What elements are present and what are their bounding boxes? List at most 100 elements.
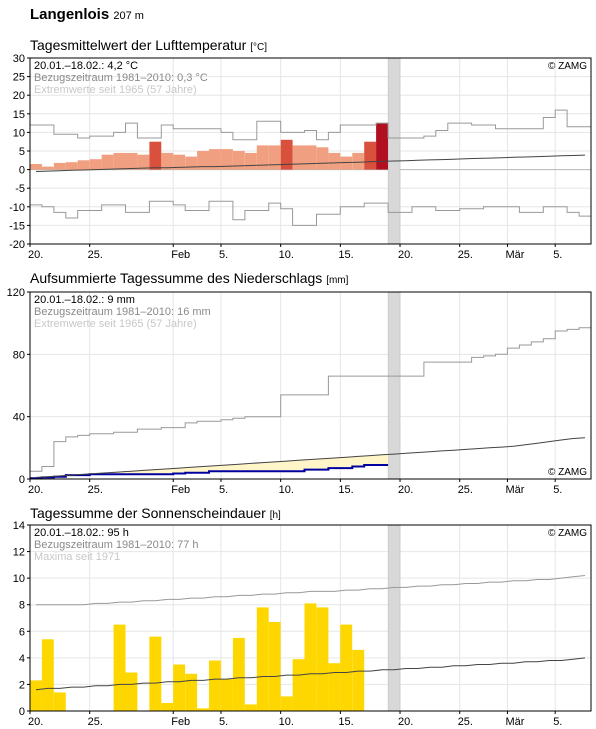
- temperature-bar: [328, 152, 341, 170]
- x-tick-label: 5.: [553, 484, 562, 496]
- temperature-bar: [268, 145, 281, 170]
- x-tick-label: Feb: [171, 249, 190, 261]
- temperature-bar: [256, 145, 269, 170]
- x-tick-label: 10.: [279, 716, 294, 728]
- temperature-bar: [292, 145, 305, 170]
- extreme-min-line: [30, 200, 591, 226]
- sunshine-bar: [328, 663, 341, 711]
- temperature-bar: [340, 156, 353, 170]
- temperature-bar: [185, 156, 198, 170]
- temperature-bar: [65, 162, 78, 170]
- chart-unit: [mm]: [326, 275, 349, 286]
- y-tick-label: 80: [13, 349, 25, 361]
- sunshine-bar: [30, 680, 42, 711]
- y-tick-label: 0: [19, 165, 25, 177]
- temperature-bar: [161, 152, 174, 170]
- period-summary: 20.01.–18.02.: 9 mm: [34, 294, 135, 306]
- chart-title-sunshine: Tagessumme der Sonnenscheindauer [h]: [30, 505, 281, 521]
- y-tick-label: -5: [15, 183, 25, 195]
- reference-line: [35, 657, 586, 691]
- temperature-bar: [232, 151, 245, 170]
- x-tick-label: Mär: [505, 484, 524, 496]
- y-tick-label: -15: [9, 220, 25, 232]
- extremes-summary: Maxima seit 1971: [34, 551, 120, 563]
- period-summary: 20.01.–18.02.: 95 h: [34, 527, 129, 539]
- x-tick-label: 25.: [458, 249, 473, 261]
- sunshine-bar: [340, 624, 353, 711]
- temperature-bar: [376, 123, 388, 170]
- x-tick-label: 20.: [398, 249, 413, 261]
- sunshine-bar: [352, 649, 365, 711]
- x-tick-label: 20.: [28, 716, 43, 728]
- plot-frame: [29, 291, 592, 480]
- sunshine-bar: [280, 696, 293, 711]
- y-tick-label: 8: [19, 600, 25, 612]
- sunshine-bar: [292, 659, 305, 711]
- x-tick-label: 20.: [398, 484, 413, 496]
- extremes-summary: Extremwerte seit 1965 (57 Jahre): [34, 84, 197, 96]
- temperature-bar: [101, 154, 114, 170]
- temperature-bar: [304, 145, 317, 170]
- sunshine-bar: [244, 704, 257, 711]
- temperature-bar: [30, 164, 42, 170]
- y-tick-label: 30: [13, 53, 25, 65]
- x-tick-label: 5.: [219, 716, 228, 728]
- x-tick-label: 5.: [219, 484, 228, 496]
- sunshine-bar: [149, 636, 162, 711]
- temperature-bar: [244, 152, 257, 170]
- x-tick-label: 5.: [553, 249, 562, 261]
- y-tick-label: 20: [13, 90, 25, 102]
- sunshine-bar: [125, 672, 138, 711]
- temperature-bar: [221, 149, 233, 170]
- extreme-max-line: [30, 327, 591, 472]
- y-tick-label: 10: [13, 573, 25, 585]
- chart-title-precipitation: Aufsummierte Tagessumme des Niederschlag…: [30, 270, 348, 286]
- temperature-bar: [137, 154, 150, 170]
- chart-title-text: Tagesmittelwert der Lufttemperatur: [30, 37, 247, 53]
- y-tick-label: 12: [13, 547, 25, 559]
- x-tick-label: 25.: [458, 716, 473, 728]
- period-summary: 20.01.–18.02.: 4,2 °C: [34, 60, 138, 72]
- x-tick-label: 25.: [88, 484, 103, 496]
- extreme-max-line: [30, 109, 591, 141]
- y-tick-label: 2: [19, 679, 25, 691]
- temperature-bar: [209, 149, 221, 170]
- temperature-bar: [352, 152, 365, 170]
- y-tick-label: 120: [7, 287, 25, 299]
- x-tick-label: 15.: [338, 716, 353, 728]
- maxima-line: [36, 575, 586, 606]
- credit-label: © ZAMG: [548, 467, 587, 478]
- temperature-bar: [197, 151, 209, 170]
- temperature-bar: [364, 141, 377, 170]
- chart-title-temperature: Tagesmittelwert der Lufttemperatur [°C]: [30, 37, 267, 53]
- x-tick-label: 5.: [219, 249, 228, 261]
- today-marker: [387, 524, 401, 712]
- sunshine-bar: [256, 607, 269, 711]
- credit-label: © ZAMG: [548, 61, 587, 72]
- sunshine-bar: [221, 679, 233, 711]
- reference-summary: Bezugszeitraum 1981–2010: 16 mm: [34, 306, 211, 318]
- y-tick-label: 25: [13, 72, 25, 84]
- station-name: Langenlois: [30, 6, 110, 23]
- temperature-bar: [173, 154, 186, 170]
- reference-line: [35, 154, 586, 172]
- temperature-bar: [113, 152, 126, 170]
- sunshine-bar: [113, 624, 126, 711]
- credit-label: © ZAMG: [548, 528, 587, 539]
- temperature-bar: [77, 160, 90, 170]
- y-tick-label: 0: [19, 474, 25, 486]
- y-tick-label: 0: [19, 706, 25, 718]
- y-tick-label: 6: [19, 626, 25, 638]
- chart-unit: [°C]: [250, 42, 267, 53]
- x-tick-label: 25.: [88, 716, 103, 728]
- temperature-bar: [280, 139, 293, 170]
- reference-line: [35, 437, 586, 478]
- x-tick-label: 20.: [28, 249, 43, 261]
- x-tick-label: 25.: [458, 484, 473, 496]
- x-tick-label: 15.: [338, 249, 353, 261]
- sunshine-bar: [185, 673, 198, 711]
- plot-frame: [29, 524, 592, 712]
